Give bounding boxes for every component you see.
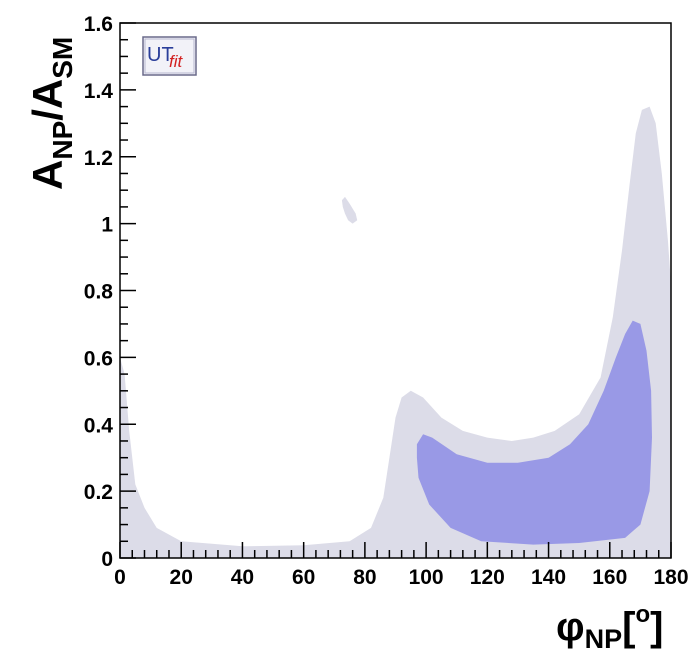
- y-tick-label: 0.2: [84, 481, 113, 504]
- y-tick-label: 0.4: [84, 414, 114, 437]
- confidence-regions: [120, 106, 671, 558]
- utfit-logo: UT fit: [142, 36, 197, 76]
- x-axis-title: φNP[o]: [556, 601, 663, 650]
- x-tick-label: 140: [531, 566, 566, 589]
- outer-region-1: [341, 196, 358, 224]
- outer-region-0: [120, 106, 671, 558]
- y-tick-label: 0.6: [84, 347, 113, 370]
- y-tick-label: 1.2: [84, 147, 113, 170]
- x-tick-label: 0: [114, 566, 126, 589]
- x-tick-label: 120: [470, 566, 505, 589]
- y-tick-label: 1.4: [84, 80, 114, 103]
- x-tick-label: 180: [653, 566, 688, 589]
- svg-text:φNP[o]: φNP[o]: [556, 601, 663, 650]
- x-axis: 0 20 40 60 80 100 120 140 160 180: [114, 542, 689, 589]
- logo-main-text: UT: [147, 44, 174, 66]
- y-axis: 0 0.2 0.4 0.6 0.8 1 1.2 1.4 1.6: [84, 13, 136, 571]
- x-tick-label: 40: [231, 566, 254, 589]
- svg-text:ANP/ASM: ANP/ASM: [24, 37, 78, 190]
- y-tick-label: 1.6: [84, 13, 113, 36]
- x-tick-label: 160: [592, 566, 627, 589]
- y-tick-label: 0: [101, 548, 113, 571]
- y-tick-label: 1: [101, 214, 113, 237]
- inner-region-2: [416, 320, 652, 545]
- x-tick-label: 80: [353, 566, 376, 589]
- y-axis-title: ANP/ASM: [24, 37, 78, 190]
- logo-sub-text: fit: [169, 52, 184, 71]
- x-tick-label: 20: [170, 566, 193, 589]
- x-tick-label: 100: [409, 566, 444, 589]
- y-tick-label: 0.8: [84, 281, 114, 304]
- x-tick-label: 60: [292, 566, 315, 589]
